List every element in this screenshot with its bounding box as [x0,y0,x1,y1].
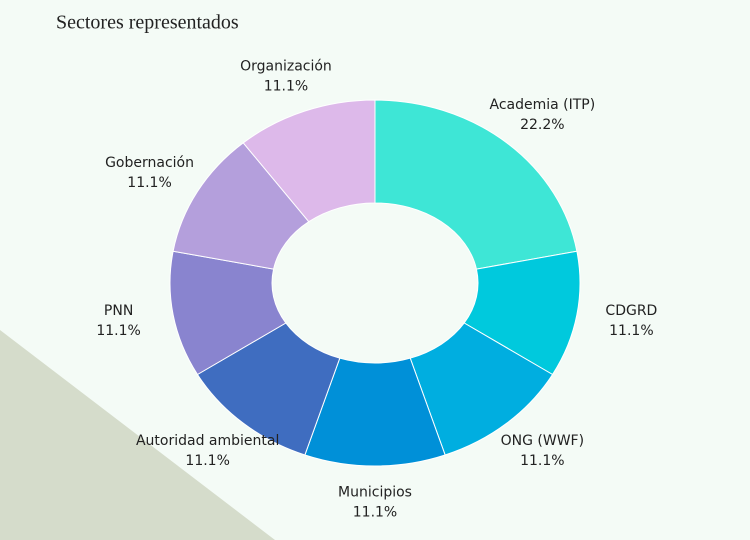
slice-value-label: 11.1% [127,175,171,191]
slice-label: Academia (ITP) [489,97,595,113]
slice-label: Gobernación [105,155,194,171]
slice-value-label: 11.1% [185,453,229,469]
slice-value-label: 22.2% [520,117,564,133]
slice-label: Autoridad ambiental [136,433,279,449]
slice-label: PNN [104,303,133,319]
chart-title: Sectores representados [56,12,239,34]
slice-label: Organización [240,59,332,75]
donut-slice [242,99,376,223]
slice-label: ONG (WWF) [501,433,584,449]
slice-value-label: 11.1% [353,505,397,521]
donut-slice [374,99,578,270]
slice-value-label: 11.1% [520,453,564,469]
slice-value-label: 11.1% [264,79,308,95]
slice-label: CDGRD [605,303,657,319]
corner-decoration [0,330,275,540]
slice-value-label: 11.1% [609,323,653,339]
slice-label: Municipios [338,485,412,501]
slice-value-label: 11.1% [96,323,140,339]
